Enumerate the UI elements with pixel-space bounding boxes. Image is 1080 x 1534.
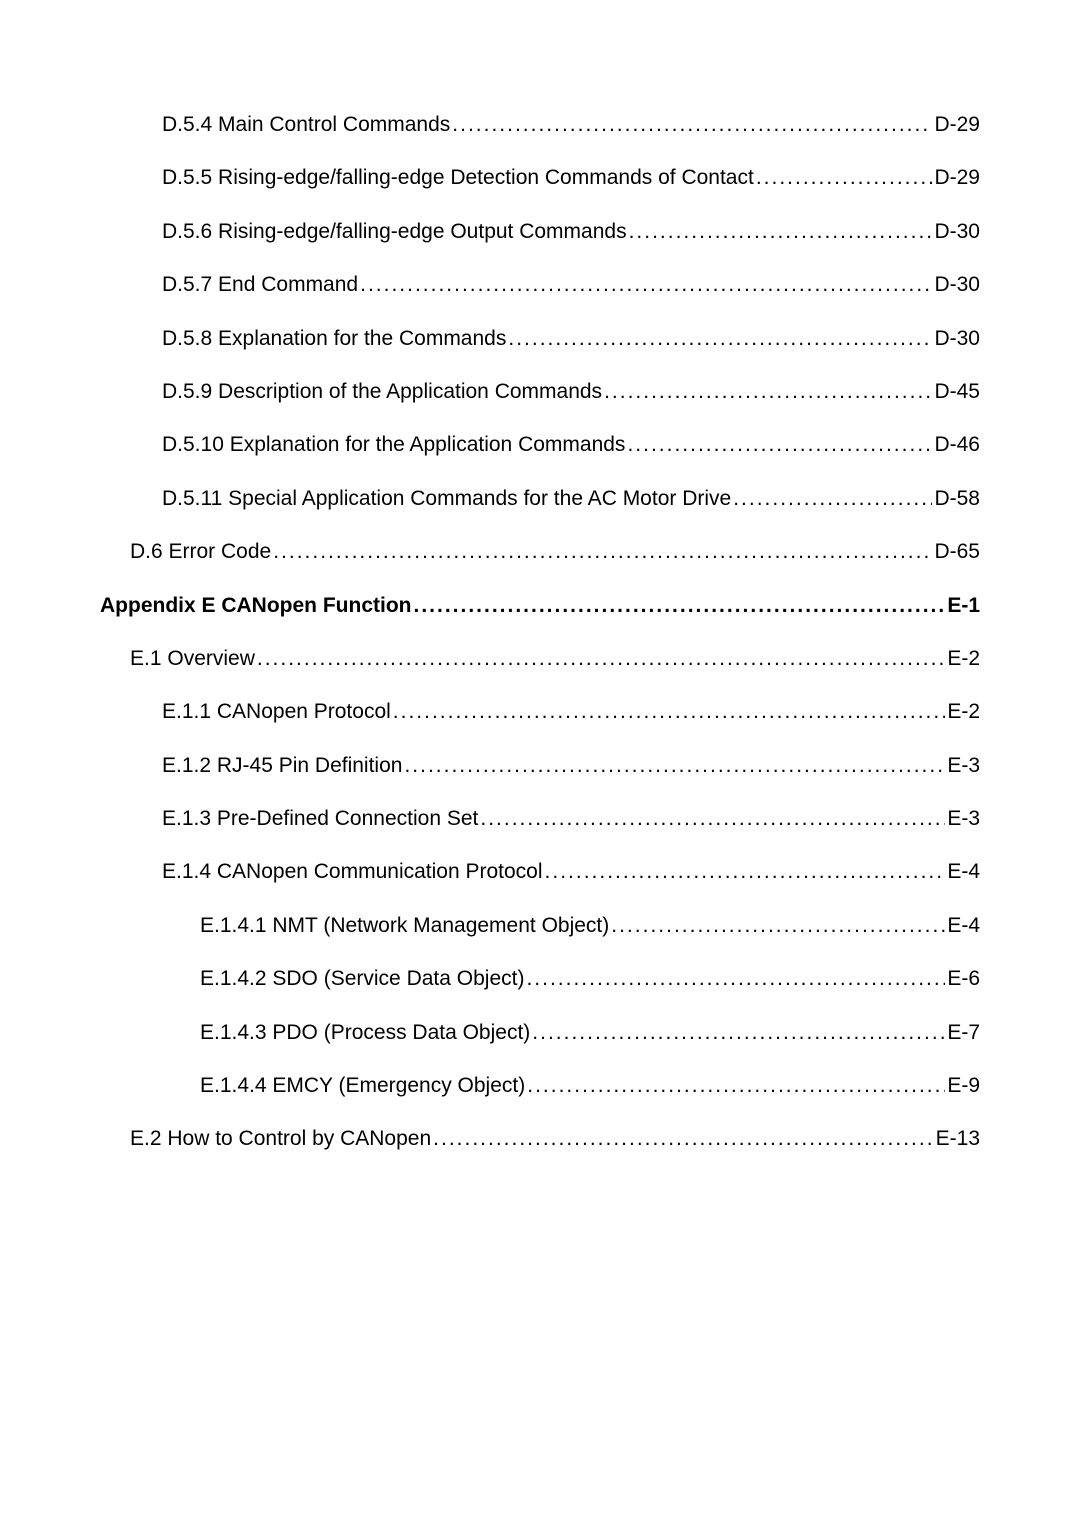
toc-dot-leader — [257, 644, 945, 673]
toc-entry-label: E.1 Overview — [130, 644, 255, 673]
toc-entry-label: E.1.1 CANopen Protocol — [162, 697, 391, 726]
toc-entry[interactable]: D.5.11 Special Application Commands for … — [100, 484, 980, 513]
toc-entry-page: E-3 — [947, 804, 980, 833]
toc-entry-page: D-30 — [934, 217, 980, 246]
toc-dot-leader — [433, 1124, 933, 1153]
toc-entry-label: Appendix E CANopen Function — [100, 591, 411, 620]
toc-dot-leader — [413, 591, 945, 620]
toc-dot-leader — [527, 1071, 945, 1100]
toc-dot-leader — [545, 857, 946, 886]
toc-entry-label: E.2 How to Control by CANopen — [130, 1124, 431, 1153]
toc-entry-label: D.6 Error Code — [130, 537, 271, 566]
toc-entry[interactable]: E.1.4.4 EMCY (Emergency Object) E-9 — [100, 1071, 980, 1100]
toc-dot-leader — [526, 964, 945, 993]
toc-entry-page: E-6 — [947, 964, 980, 993]
toc-entry[interactable]: Appendix E CANopen Function E-1 — [100, 591, 980, 620]
toc-entry-label: E.1.3 Pre-Defined Connection Set — [162, 804, 478, 833]
toc-entry-page: E-3 — [947, 751, 980, 780]
toc-entry-label: D.5.7 End Command — [162, 270, 358, 299]
toc-entry[interactable]: D.5.4 Main Control Commands D-29 — [100, 110, 980, 139]
table-of-contents: D.5.4 Main Control Commands D-29 D.5.5 Ris… — [100, 110, 980, 1154]
toc-entry-page: D-29 — [934, 163, 980, 192]
toc-dot-leader — [629, 217, 933, 246]
toc-entry-page: D-46 — [934, 430, 980, 459]
toc-entry[interactable]: E.1.4.1 NMT (Network Management Object) E… — [100, 911, 980, 940]
toc-entry[interactable]: E.2 How to Control by CANopen E-13 — [100, 1124, 980, 1153]
toc-entry-label: E.1.4.2 SDO (Service Data Object) — [200, 964, 524, 993]
toc-dot-leader — [733, 484, 932, 513]
toc-entry[interactable]: E.1 Overview E-2 — [100, 644, 980, 673]
toc-entry[interactable]: D.5.10 Explanation for the Application C… — [100, 430, 980, 459]
toc-entry[interactable]: E.1.4.3 PDO (Process Data Object) E-7 — [100, 1018, 980, 1047]
toc-entry[interactable]: D.5.9 Description of the Application Com… — [100, 377, 980, 406]
toc-entry-label: D.5.6 Rising-edge/falling-edge Output Co… — [162, 217, 627, 246]
toc-entry-page: E-4 — [947, 857, 980, 886]
toc-entry-label: E.1.4 CANopen Communication Protocol — [162, 857, 543, 886]
toc-entry-page: D-58 — [934, 484, 980, 513]
toc-entry-page: E-2 — [947, 697, 980, 726]
toc-entry-page: E-9 — [947, 1071, 980, 1100]
toc-entry-page: E-2 — [947, 644, 980, 673]
toc-dot-leader — [508, 324, 932, 353]
toc-entry-label: E.1.4.4 EMCY (Emergency Object) — [200, 1071, 525, 1100]
toc-entry[interactable]: D.5.5 Rising-edge/falling-edge Detection… — [100, 163, 980, 192]
toc-dot-leader — [452, 110, 932, 139]
toc-entry-label: D.5.9 Description of the Application Com… — [162, 377, 602, 406]
toc-entry[interactable]: D.5.8 Explanation for the Commands D-30 — [100, 324, 980, 353]
toc-dot-leader — [611, 911, 945, 940]
toc-entry-page: E-1 — [947, 591, 980, 620]
toc-dot-leader — [627, 430, 932, 459]
toc-entry-page: D-45 — [934, 377, 980, 406]
toc-entry-label: D.5.10 Explanation for the Application C… — [162, 430, 625, 459]
toc-dot-leader — [404, 751, 945, 780]
toc-entry-label: D.5.5 Rising-edge/falling-edge Detection… — [162, 163, 754, 192]
toc-entry-label: D.5.4 Main Control Commands — [162, 110, 450, 139]
toc-dot-leader — [604, 377, 932, 406]
toc-entry[interactable]: E.1.1 CANopen Protocol E-2 — [100, 697, 980, 726]
toc-entry-label: E.1.2 RJ-45 Pin Definition — [162, 751, 402, 780]
toc-entry[interactable]: E.1.4.2 SDO (Service Data Object) E-6 — [100, 964, 980, 993]
toc-dot-leader — [360, 270, 932, 299]
toc-entry[interactable]: E.1.3 Pre-Defined Connection Set E-3 — [100, 804, 980, 833]
toc-entry-label: E.1.4.1 NMT (Network Management Object) — [200, 911, 609, 940]
toc-entry-page: D-30 — [934, 270, 980, 299]
toc-entry-page: D-29 — [934, 110, 980, 139]
toc-entry[interactable]: E.1.2 RJ-45 Pin Definition E-3 — [100, 751, 980, 780]
toc-entry-page: E-7 — [947, 1018, 980, 1047]
toc-entry-page: E-4 — [947, 911, 980, 940]
toc-dot-leader — [756, 163, 933, 192]
toc-entry-page: E-13 — [936, 1124, 980, 1153]
toc-dot-leader — [393, 697, 946, 726]
toc-entry-label: D.5.11 Special Application Commands for … — [162, 484, 731, 513]
toc-entry[interactable]: E.1.4 CANopen Communication Protocol E-4 — [100, 857, 980, 886]
toc-entry[interactable]: D.6 Error Code D-65 — [100, 537, 980, 566]
toc-dot-leader — [273, 537, 932, 566]
toc-entry-label: D.5.8 Explanation for the Commands — [162, 324, 506, 353]
toc-entry-page: D-65 — [934, 537, 980, 566]
toc-entry-page: D-30 — [934, 324, 980, 353]
toc-entry[interactable]: D.5.6 Rising-edge/falling-edge Output Co… — [100, 217, 980, 246]
toc-dot-leader — [532, 1018, 945, 1047]
toc-dot-leader — [480, 804, 945, 833]
toc-entry[interactable]: D.5.7 End Command D-30 — [100, 270, 980, 299]
toc-entry-label: E.1.4.3 PDO (Process Data Object) — [200, 1018, 530, 1047]
